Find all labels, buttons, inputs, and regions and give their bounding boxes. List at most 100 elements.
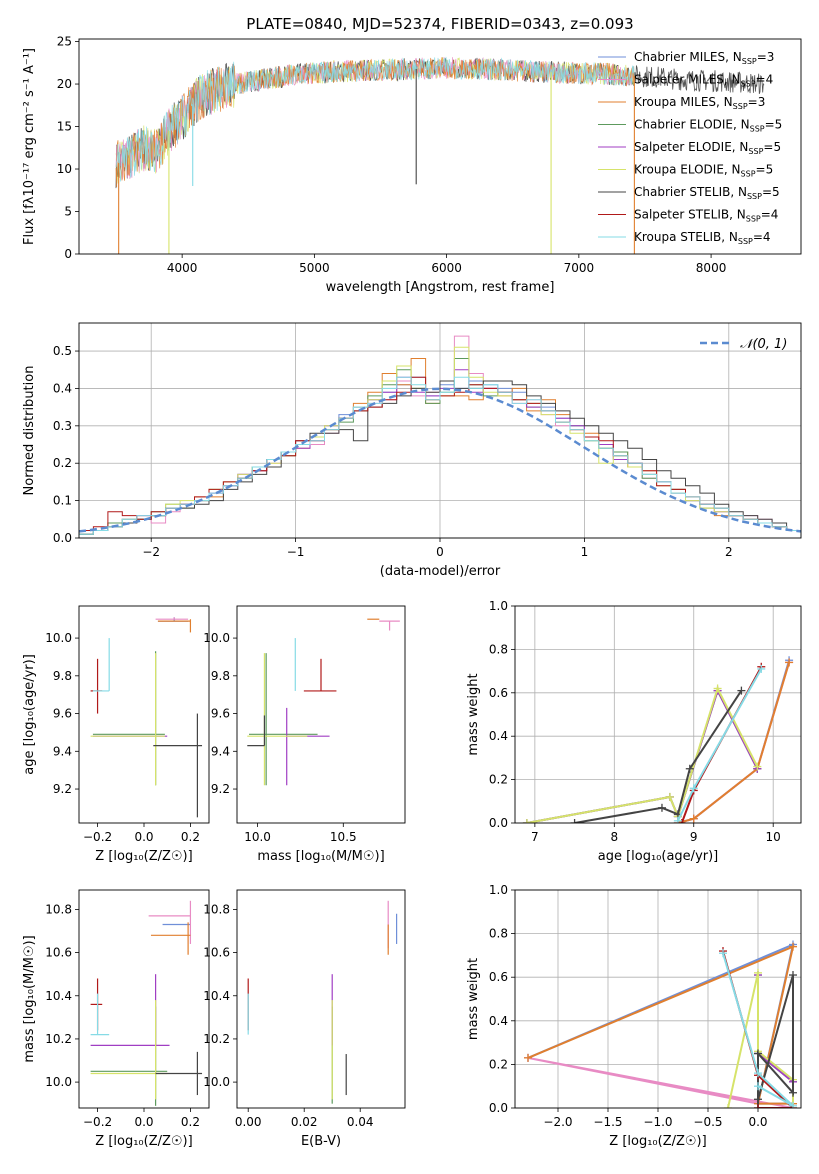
legend-label-sub: SSP — [741, 170, 756, 179]
residuals-xlabel: (data-model)/error — [380, 564, 501, 579]
age_vs_Z-xtick-label: −0.2 — [83, 830, 112, 844]
mass_vs_Z-frame — [78, 889, 210, 1109]
mass_weight_vs_Z-ytick-label: 0.8 — [489, 927, 508, 941]
legend-label: Salpeter MILES, NSSP=4 — [634, 73, 773, 89]
age_vs_mass-ytick-label: 9.4 — [211, 744, 230, 758]
mass_weight_vs_Z-xtick-label: −1.0 — [643, 1115, 672, 1129]
age_vs_Z-ylabel: age [log₁₀(age/yr)] — [22, 654, 37, 775]
spectrum-ytick-label: 10 — [57, 162, 72, 176]
legend-label-sub: SSP — [750, 125, 765, 134]
age_vs_Z-ytick-label: 9.2 — [53, 782, 72, 796]
mass_vs_ebv-xtick-label: 0.02 — [291, 1115, 318, 1129]
spectrum-ytick-label: 20 — [57, 77, 72, 91]
mass_weight_vs_age-lines — [522, 656, 794, 823]
legend-label: Chabrier ELODIE, NSSP=5 — [634, 118, 782, 134]
legend-label-sub: SSP — [746, 215, 761, 224]
residuals-xtick-label: 2 — [725, 545, 733, 559]
mass_weight_vs_age-xtick-label: 8 — [610, 830, 618, 844]
age_vs_mass-xlabel: mass [log₁₀(M/M☉)] — [257, 849, 384, 864]
spectrum-xtick-label: 7000 — [564, 261, 595, 275]
age_vs_mass-ytick-label: 9.8 — [211, 669, 230, 683]
legend-label-sub: SSP — [733, 102, 748, 111]
legend-label: Kroupa ELODIE, NSSP=5 — [634, 163, 773, 179]
spectrum-ylabel: Flux [fλ10⁻¹⁷ erg cm⁻² s⁻¹ A⁻¹] — [22, 48, 37, 245]
mass_weight_vs_Z-axes: −2.0 −1.5 −1.0 −0.5 0.0 0.0 0.2 0.4 0.6 0.8 1.0 Z [… — [466, 883, 801, 1149]
mass_vs_ebv-xtick-label: 0.00 — [235, 1115, 262, 1129]
legend-label: 𝒩(0, 1) — [740, 337, 787, 352]
mass_vs_ebv-errorbars — [247, 900, 398, 1104]
age_vs_Z-errorbars — [90, 617, 203, 818]
mass_vs_Z-axes: −0.2 0.0 0.2 10.0 10.2 10.4 10.6 10.8 Z [log₁₀(Z… — [22, 902, 200, 1149]
mass_vs_ebv-ytick-label: 10.2 — [203, 1032, 230, 1046]
spectrum-line-kroupa_stelib — [115, 56, 635, 182]
mass_weight_vs_Z-lines — [524, 940, 797, 1108]
series-line-kroupa_miles — [527, 945, 795, 1105]
mass_vs_ebv-ytick-label: 10.0 — [203, 1075, 230, 1089]
mass_weight_vs_age-ytick-label: 1.0 — [489, 599, 508, 613]
mass_weight_vs_age-frame — [514, 605, 802, 824]
spectrum-xlabel: wavelength [Angstrom, rest frame] — [326, 280, 555, 295]
mass_vs_ebv-xtick-label: 0.04 — [347, 1115, 374, 1129]
residuals-ytick-label: 0.5 — [53, 344, 72, 358]
mass_vs_Z-xtick-label: 0.0 — [134, 1115, 153, 1129]
mass_vs_Z-xlabel: Z [log₁₀(Z/Z☉)] — [95, 1134, 192, 1149]
mass_weight_vs_Z-xtick-label: −0.5 — [693, 1115, 722, 1129]
mass_weight_vs_age-ylabel: mass weight — [466, 673, 481, 755]
mass_vs_Z-xtick-label: 0.2 — [181, 1115, 200, 1129]
residuals-ytick-label: 0.2 — [53, 456, 72, 470]
legend-label-tail: =5 — [756, 163, 774, 177]
legend-label-sub: SSP — [747, 192, 762, 201]
age_vs_Z-ytick-label: 10.0 — [45, 631, 72, 645]
mass_vs_Z-ytick-label: 10.0 — [45, 1075, 72, 1089]
legend-label: Chabrier MILES, NSSP=3 — [634, 50, 774, 66]
mass_vs_Z-ylabel: mass [log₁₀(M/M☉)] — [22, 935, 37, 1062]
mass_weight_vs_Z-xtick-label: −1.5 — [593, 1115, 622, 1129]
mass_weight_vs_age-ytick-label: 0.6 — [489, 686, 508, 700]
mass_vs_Z-xtick-label: −0.2 — [83, 1115, 112, 1129]
legend-label-tail: =3 — [748, 95, 766, 109]
spectrum-xtick-label: 5000 — [299, 261, 330, 275]
mass_vs_Z-ytick-label: 10.2 — [45, 1032, 72, 1046]
age_vs_Z-xtick-label: 0.2 — [181, 830, 200, 844]
residuals-ylabel: Normed distribution — [22, 366, 37, 496]
legend-label-tail: =3 — [757, 50, 775, 64]
legend-label-sub: SSP — [748, 147, 763, 156]
age_vs_Z-xlabel: Z [log₁₀(Z/Z☉)] — [95, 849, 192, 864]
mass_weight_vs_Z-ytick-label: 1.0 — [489, 883, 508, 897]
mass_weight_vs_age-ytick-label: 0.4 — [489, 729, 508, 743]
spectrum-legend: Chabrier MILES, NSSP=3 Salpeter MILES, NS… — [598, 50, 782, 246]
age_vs_mass-xtick-label: 10.5 — [330, 830, 357, 844]
residuals-xtick-label: −2 — [142, 545, 160, 559]
mass_weight_vs_Z-ytick-label: 0.6 — [489, 970, 508, 984]
legend-label-sub: SSP — [741, 80, 756, 89]
age_vs_mass-ytick-label: 9.6 — [211, 707, 230, 721]
spectrum-ytick-label: 5 — [64, 205, 72, 219]
residuals-frame — [78, 322, 802, 539]
series-line-kroupa_stelib — [722, 952, 794, 1107]
mass_weight_vs_age-xtick-label: 10 — [766, 830, 781, 844]
gaussian-curve — [79, 387, 801, 533]
age_vs_mass-errorbars — [247, 618, 400, 786]
spectrum-ytick-label: 25 — [57, 35, 72, 49]
legend-label: Salpeter STELIB, NSSP=4 — [634, 208, 778, 224]
mass_vs_Z-ytick-label: 10.8 — [45, 902, 72, 916]
spectrum-ytick-label: 15 — [57, 120, 72, 134]
mass_vs_ebv-ytick-label: 10.8 — [203, 902, 230, 916]
legend-label-tail: =4 — [761, 208, 779, 222]
residuals-ytick-label: 0.4 — [53, 381, 72, 395]
mass_vs_ebv-xlabel: E(B-V) — [301, 1134, 341, 1149]
figure-title: PLATE=0840, MJD=52374, FIBERID=0343, z=0… — [246, 15, 633, 33]
mass_vs_ebv-ytick-label: 10.6 — [203, 946, 230, 960]
spectrum-ytick-label: 0 — [64, 247, 72, 261]
age_vs_mass-frame — [236, 605, 406, 824]
legend-label-tail: =5 — [762, 185, 780, 199]
legend-label-sub: SSP — [738, 237, 753, 246]
legend-label-tail: =4 — [753, 230, 771, 244]
spectrum-frame — [78, 38, 802, 255]
age_vs_Z-ytick-label: 9.4 — [53, 744, 72, 758]
legend-label-tail: =4 — [756, 73, 774, 87]
legend-label: Kroupa MILES, NSSP=3 — [634, 95, 765, 111]
residuals-ytick-label: 0.3 — [53, 419, 72, 433]
